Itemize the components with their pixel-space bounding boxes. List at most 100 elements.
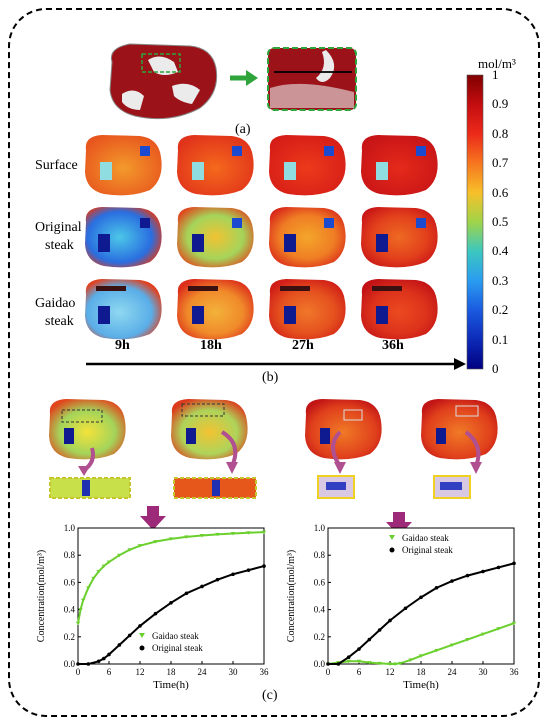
series-point [153, 611, 158, 616]
series-point [106, 560, 112, 564]
y-tick-label: 0.0 [64, 659, 76, 669]
series-point [357, 647, 361, 651]
x-tick-label: 30 [229, 667, 239, 677]
series-point [127, 548, 132, 552]
row-label-original-2: steak [45, 238, 74, 253]
legend-marker [389, 547, 395, 553]
series-point [127, 633, 132, 638]
series-point [86, 586, 91, 590]
series-point [246, 531, 251, 535]
y-tick-label: 1.0 [314, 523, 326, 533]
x-tick-label: 6 [357, 667, 362, 677]
series-point [138, 624, 142, 628]
row-label-gaidao-2: steak [45, 314, 74, 329]
series-point [367, 637, 372, 642]
x-tick-label: 18 [167, 667, 177, 677]
legend-marker [139, 645, 145, 651]
legend-label: Original steak [152, 643, 203, 653]
series-point [215, 532, 220, 537]
series-point [511, 621, 517, 626]
x-tick-label: 12 [136, 667, 145, 677]
legend-label: Gaidao steak [152, 631, 199, 641]
series-point [262, 564, 266, 568]
legend-marker [389, 535, 395, 540]
x-tick-label: 24 [448, 667, 458, 677]
y-tick-label: 0.6 [314, 577, 326, 587]
series-point [246, 568, 251, 572]
chart-left: 0 6 12 18 24 30 36 0.0 0.2 0.4 0.6 0.8 1.0 Time(h) Con… [36, 523, 269, 690]
time-axis-arrow [86, 358, 466, 370]
series-point [450, 579, 454, 583]
y-axis-label: Concentration(mol/m³) [36, 550, 47, 642]
x-axis-label: Time(h) [403, 679, 439, 690]
row-label-surface: Surface [35, 158, 78, 173]
series-point [199, 533, 205, 538]
row-label-gaidao-1: Gaidao [35, 296, 76, 311]
series-point [398, 661, 403, 666]
detail-zoom-images [49, 399, 498, 499]
series-point [403, 606, 408, 611]
series-point [184, 591, 189, 596]
colorbar-tick-label: 0.2 [492, 302, 509, 318]
series-point [481, 569, 485, 574]
series-point [434, 648, 439, 653]
concentration-heatmap-grid [85, 135, 438, 340]
series-point [102, 656, 106, 661]
colorbar-tick-label: 0.4 [492, 243, 509, 259]
colorbar-tick-label: 0.1 [492, 331, 509, 347]
series-point [326, 662, 330, 666]
x-axis-label: Time(h) [153, 679, 189, 690]
time-label-18h: 18h [200, 338, 222, 353]
series-point [231, 572, 235, 577]
plot-area [77, 527, 265, 665]
x-tick-label: 18 [417, 667, 427, 677]
down-arrow-left [140, 506, 166, 530]
series-point [496, 627, 501, 631]
series-point [419, 595, 423, 600]
legend-marker [139, 633, 145, 638]
y-tick-label: 0.0 [314, 659, 326, 669]
chart-right: 0 6 12 18 24 30 36 0.0 0.2 0.4 0.6 0.8 1.0 Time(h) Con… [286, 523, 520, 690]
colorbar-tick-label: 0.3 [492, 272, 509, 288]
colorbar-unit: mol/m³ [478, 56, 516, 71]
series-point [377, 661, 382, 666]
series-point [367, 661, 372, 665]
x-tick-label: 0 [326, 667, 331, 677]
series-point [377, 628, 382, 632]
series-point [169, 601, 173, 605]
series-point [261, 530, 267, 535]
series-point [168, 537, 174, 541]
time-label-27h: 27h [292, 338, 314, 353]
series-point [76, 662, 80, 666]
x-tick-label: 24 [198, 667, 208, 677]
colorbar-tick-label: 1 [492, 67, 499, 82]
series-point [200, 584, 204, 589]
series-point [96, 659, 101, 664]
colorbar-tick-label: 0.5 [492, 214, 509, 229]
series-point [91, 576, 96, 581]
y-tick-label: 0.8 [64, 550, 76, 560]
colorbar-tick-label: 0.7 [492, 155, 509, 171]
y-tick-label: 1.0 [64, 523, 76, 533]
panel-c-label: (c) [262, 688, 278, 703]
series-point [346, 659, 351, 664]
steak-cut-schematic [109, 43, 357, 120]
series-point [388, 618, 392, 623]
series-point [496, 565, 501, 570]
series-point [117, 643, 122, 647]
x-tick-label: 6 [107, 667, 112, 677]
time-label-36h: 36h [382, 338, 404, 353]
x-tick-label: 36 [510, 667, 520, 677]
x-tick-label: 30 [479, 667, 489, 677]
y-tick-label: 0.4 [314, 605, 326, 615]
series-point [107, 652, 111, 657]
panel-b-label: (b) [262, 370, 279, 385]
series-point [346, 655, 351, 659]
series-point [480, 632, 486, 637]
series-point [86, 662, 91, 666]
series-point [75, 621, 81, 626]
series-point [101, 564, 107, 569]
series-point [392, 662, 398, 666]
legend-label: Original steak [402, 545, 453, 555]
legend-label: Gaidao steak [402, 533, 449, 543]
